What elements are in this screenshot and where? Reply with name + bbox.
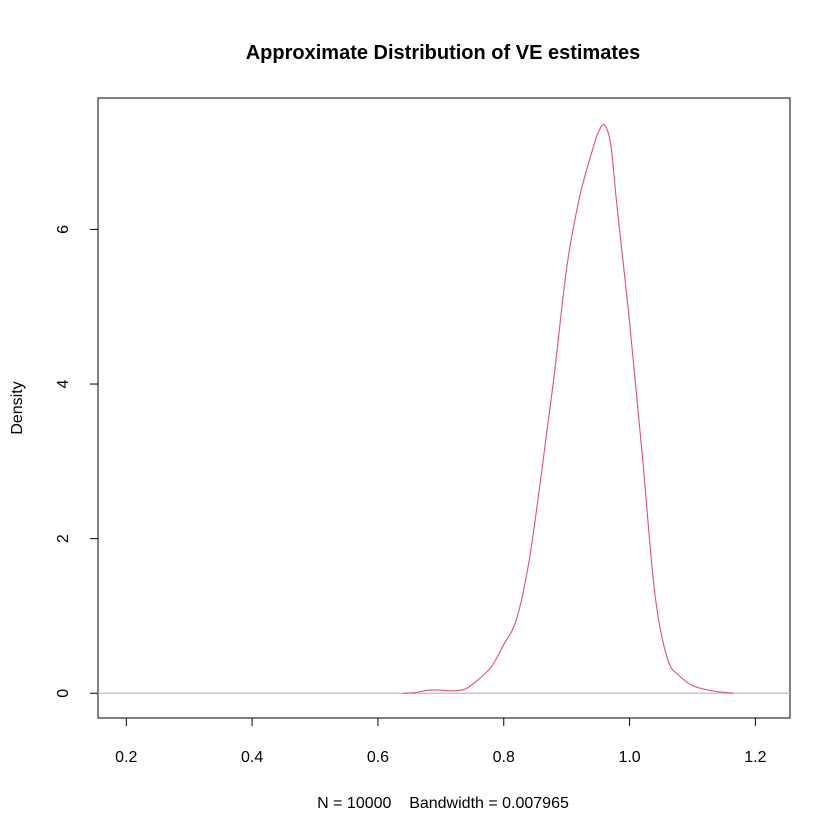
- chart-title: Approximate Distribution of VE estimates: [246, 42, 641, 64]
- x-tick-label: 0.4: [241, 749, 263, 766]
- y-axis-label: Density: [9, 381, 26, 434]
- x-axis: 0.2 0.4 0.6 0.8 1.0 1.2: [115, 718, 767, 766]
- y-axis: 0 2 4 6: [55, 225, 98, 698]
- y-tick-label: 0: [55, 689, 72, 698]
- x-axis-label: N = 10000 Bandwidth = 0.007965: [317, 795, 569, 812]
- y-tick-label: 6: [55, 225, 72, 234]
- x-tick-label: 0.2: [115, 749, 137, 766]
- y-tick-label: 2: [55, 534, 72, 543]
- x-tick-label: 1.0: [618, 749, 640, 766]
- x-tick-label: 0.6: [367, 749, 389, 766]
- density-curve: [403, 124, 734, 694]
- plot-frame: [97, 97, 791, 719]
- x-tick-label: 1.2: [744, 749, 766, 766]
- y-tick-label: 4: [55, 379, 72, 388]
- x-tick-label: 0.8: [493, 749, 515, 766]
